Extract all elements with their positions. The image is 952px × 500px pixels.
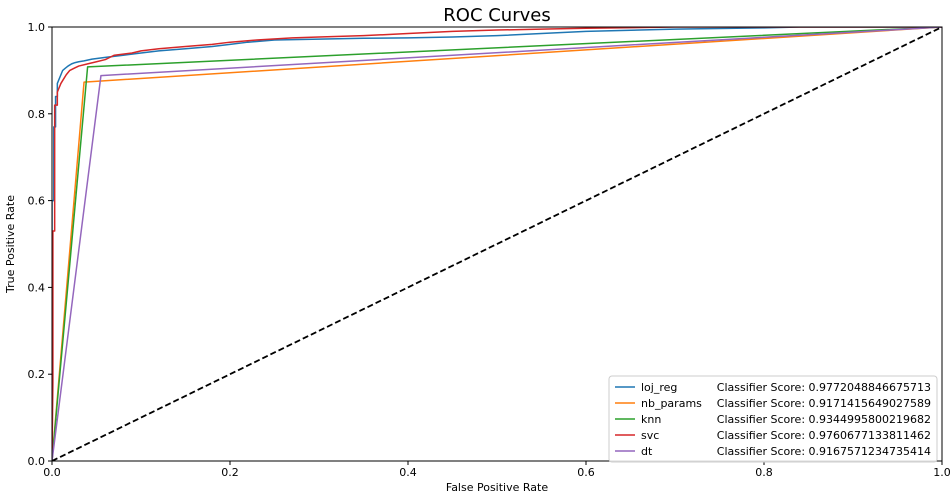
y-tick-label: 0.6 xyxy=(28,195,46,208)
legend-score-svc: Classifier Score: 0.9760677133811462 xyxy=(717,429,931,442)
y-tick-label: 0.0 xyxy=(28,455,46,468)
x-tick-label: 0.2 xyxy=(221,466,239,479)
legend-box xyxy=(608,375,938,463)
axis-ticks: 0.0 0.2 0.4 0.6 0.8 1.0 0.0 0.2 0.4 0.6 0.8 1.0 xyxy=(28,21,951,479)
x-tick-label: 0.6 xyxy=(577,466,595,479)
legend-label-dt: dt xyxy=(641,445,653,458)
y-tick-label: 1.0 xyxy=(28,21,46,34)
legend-score-dt: Classifier Score: 0.9167571234735414 xyxy=(717,445,931,458)
legend-label-svc: svc xyxy=(641,429,659,442)
legend: loj_reg Classifier Score: 0.9772048846675… xyxy=(608,375,938,463)
y-tick-label: 0.8 xyxy=(28,108,46,121)
x-tick-label: 0.0 xyxy=(43,466,61,479)
legend-score-loj-reg: Classifier Score: 0.9772048846675713 xyxy=(717,381,931,394)
x-tick-label: 0.8 xyxy=(755,466,773,479)
legend-label-knn: knn xyxy=(641,413,661,426)
reference-diagonal-line xyxy=(52,27,942,461)
axes-frame xyxy=(51,26,943,462)
legend-score-knn: Classifier Score: 0.9344995800219682 xyxy=(717,413,931,426)
x-axis-label: False Positive Rate xyxy=(446,481,548,494)
legend-label-nb-params: nb_params xyxy=(641,397,702,410)
legend-label-loj-reg: loj_reg xyxy=(641,381,677,394)
y-tick-label: 0.4 xyxy=(28,281,46,294)
plot-area xyxy=(52,27,942,461)
series-line-knn xyxy=(52,27,942,461)
series-line-dt xyxy=(52,27,942,461)
y-axis-label: True Positive Rate xyxy=(4,195,17,294)
chart-title: ROC Curves xyxy=(443,5,550,26)
legend-score-nb-params: Classifier Score: 0.9171415649027589 xyxy=(717,397,931,410)
series-line-svc xyxy=(52,27,942,461)
x-tick-label: 1.0 xyxy=(933,466,951,479)
y-tick-label: 0.2 xyxy=(28,368,46,381)
x-tick-label: 0.4 xyxy=(399,466,417,479)
